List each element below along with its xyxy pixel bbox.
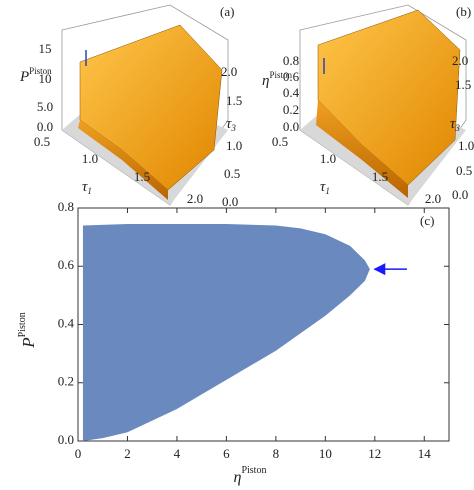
x-tick-label: 1.5 [372,169,388,184]
surface-edge [78,120,168,200]
x-tick-label: 8 [273,446,280,461]
y-label: τ3 [450,116,460,133]
z-tick-label: 10 [39,71,52,86]
z-label: PPiston [19,66,52,85]
x-label: τ1 [82,179,92,196]
x-tick-label: 2 [124,446,131,461]
x-tick-label: 10 [319,446,332,461]
x-tick-label: 1.5 [134,169,150,184]
x-tick-label: 1.0 [82,151,98,166]
panel-a: (a) PPiston 15 10 5.0 0.0 0.5 1.0 1.5 2.… [19,4,242,209]
x-tick-label: 1.0 [320,151,336,166]
y-tick-label: 0.6 [58,257,75,272]
panel-label: (b) [456,4,471,19]
y-tick-label: 1.5 [226,93,242,108]
surface [317,9,461,186]
x-tick-label: 4 [174,446,181,461]
y-tick-label: 0.0 [452,187,468,202]
z-tick-label: 0.2 [283,102,299,117]
y-tick-label: 0.4 [58,315,75,330]
z-tick-label: 15 [39,41,52,56]
panel-label: (c) [420,213,434,228]
z-tick-label: 0.0 [283,119,299,134]
z-label: ηPiston [262,70,292,89]
y-tick-label: 1.5 [455,77,471,92]
y-tick-label: 0.5 [456,163,472,178]
x-tick-label: 0.5 [34,134,50,149]
surface-edge [316,100,408,198]
panel-label: (a) [220,4,234,19]
x-tick-label: 12 [368,446,381,461]
z-tick-label: 0.6 [283,69,300,84]
y-tick-label: 2.0 [221,64,237,79]
x-tick-label: 2.0 [187,191,203,206]
y-tick-label: 0.8 [58,199,74,214]
x-tick-label: 6 [223,446,230,461]
x-label: ηPiston [234,465,267,485]
y-tick-label: 1.0 [458,138,474,153]
panel-c: (c) ηPiston PPiston 0 2 4 6 8 10 12 14 0.0 0.2 0.4… [17,199,450,486]
z-tick-label: 5.0 [37,99,53,114]
y-tick-label: 2.0 [452,53,468,68]
y-tick-label: 0.0 [58,432,74,447]
x-tick-label: 14 [418,446,432,461]
x-tick-label: 0 [75,446,82,461]
z-tick-label: 0.8 [283,53,299,68]
z-tick-label: 0.0 [37,119,53,134]
y-tick-label: 0.0 [222,194,238,209]
y-label: PPiston [17,312,38,348]
x-tick-label: 2.0 [425,191,441,206]
z-tick-label: 0.4 [283,85,300,100]
y-label: τ3 [226,116,236,133]
y-tick-label: 0.5 [224,166,240,181]
panel-b: (b) ηPiston 0.8 0.6 0.4 0.2 0.0 0.5 1.0 … [262,4,474,206]
y-tick-label: 1.0 [226,138,242,153]
x-label: τ1 [320,179,330,196]
x-tick-label: 0.5 [272,134,288,149]
y-tick-label: 0.2 [58,374,74,389]
point-cloud [82,224,370,441]
